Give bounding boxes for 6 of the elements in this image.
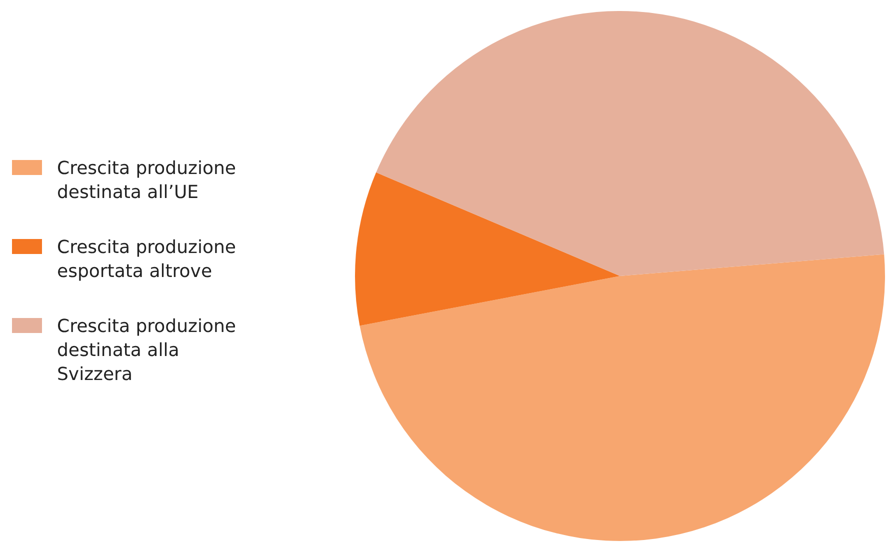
legend-label: Crescita produzione esportata altrove bbox=[57, 237, 236, 282]
legend-label: Crescita produzione destinata alla Svizzera bbox=[57, 316, 236, 385]
legend-label: Crescita produzione destinata all’UE bbox=[57, 158, 236, 203]
pie-slice bbox=[355, 172, 620, 326]
pie-slice bbox=[360, 254, 885, 541]
pie-slice bbox=[376, 11, 884, 276]
